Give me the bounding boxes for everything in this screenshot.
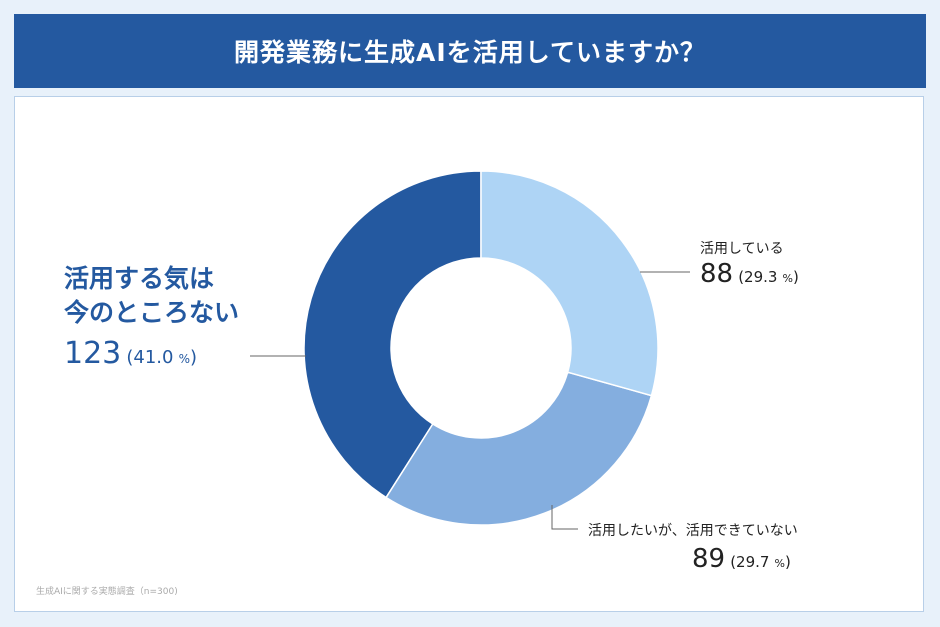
value-want: 89 (29.7 %): [692, 544, 791, 574]
donut-slice-0: [480, 170, 659, 397]
donut-slice-1: [385, 371, 653, 526]
donut-slice-2: [303, 170, 482, 499]
label-line: 今のところない: [64, 298, 240, 327]
percent: 29.7: [736, 553, 770, 571]
source-note: 生成AIに関する実態調査（n=300): [36, 587, 178, 597]
chart-title: 開発業務に生成AIを活用していますか？: [14, 14, 926, 88]
leader-line-want: [551, 505, 578, 530]
label-no-intent: 活用する気は 今のところない: [64, 262, 239, 330]
label-want: 活用したいが、活用できていない: [588, 523, 798, 539]
value-no-intent: 123 (41.0 %): [64, 336, 197, 371]
value-using: 88 (29.3 %): [700, 259, 799, 289]
label-using: 活用している: [700, 241, 784, 257]
count: 123: [64, 336, 122, 371]
label-line: 活用する気は: [64, 264, 215, 293]
count: 89: [692, 544, 726, 574]
percent: 29.3: [744, 268, 778, 286]
percent-unit: %: [178, 352, 190, 366]
percent: 41.0: [133, 347, 174, 368]
count: 88: [700, 259, 734, 289]
percent-unit: %: [774, 557, 785, 570]
percent-unit: %: [782, 272, 793, 285]
